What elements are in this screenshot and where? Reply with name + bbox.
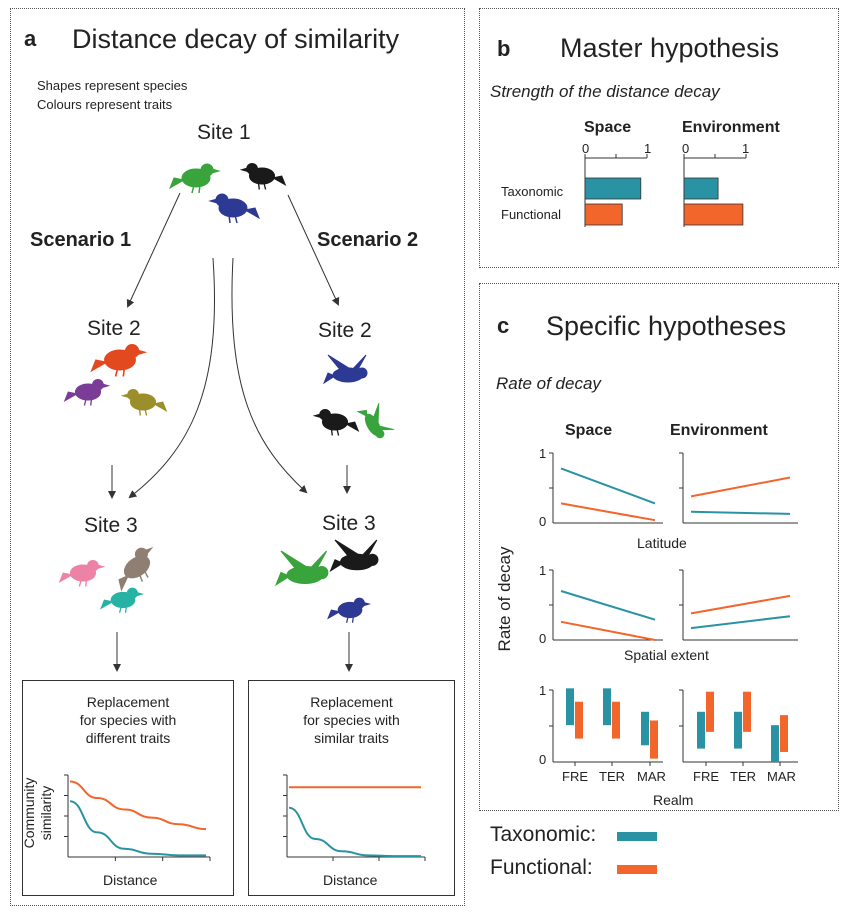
note-shapes: Shapes represent species xyxy=(37,78,188,93)
box1-xlabel: Distance xyxy=(103,872,158,888)
c-realm-space-fre: FRE xyxy=(562,769,588,784)
c-lat-env-functional-line xyxy=(690,476,791,498)
c-realm-env-mar-functional-bar xyxy=(780,715,788,752)
box1-chart-functional-line xyxy=(69,780,207,831)
c-lat-env-taxonomic-line xyxy=(690,510,791,515)
c-realm-env-fre-taxonomic-bar xyxy=(697,711,705,749)
c-realm-env-ter-functional-bar xyxy=(743,691,751,732)
c-ext-env-functional-line xyxy=(690,594,791,615)
scenario2-label: Scenario 2 xyxy=(317,229,419,251)
site1-label: Site 1 xyxy=(197,121,251,144)
note-colours: Colours represent traits xyxy=(37,97,173,112)
scenario1-label: Scenario 1 xyxy=(30,229,132,251)
b-space-functional-bar xyxy=(584,203,623,226)
c-realm-space-ter: TER xyxy=(599,769,625,784)
c-xlabel-extent: Spatial extent xyxy=(624,647,709,663)
c-row1-tick0: 0 xyxy=(539,514,547,529)
panel-a xyxy=(10,8,465,906)
c-row2-tick0: 0 xyxy=(539,631,547,646)
c-realm-env-ter-taxonomic-bar xyxy=(734,711,742,749)
panel-b-title: Master hypothesis xyxy=(560,33,780,63)
site2-left-label: Site 2 xyxy=(87,317,141,340)
panel-a-title: Distance decay of similarity xyxy=(72,24,400,54)
panel-b-env-tick1: 1 xyxy=(742,141,750,156)
site3-right-label: Site 3 xyxy=(322,512,376,535)
c-realm-env-mar-taxonomic-bar xyxy=(771,725,779,762)
c-realm-env-mar: MAR xyxy=(767,769,796,784)
box1-title-2: for species with xyxy=(79,712,177,728)
c-row2-tick1: 1 xyxy=(539,563,547,578)
site3-left-label: Site 3 xyxy=(84,514,138,537)
c-realm-space-ter-functional-bar xyxy=(612,701,620,739)
panel-b-row-tax: Taxonomic xyxy=(501,184,564,199)
box1-title-3: different traits xyxy=(85,730,171,746)
c-realm-env-ter: TER xyxy=(730,769,756,784)
legend-functional-swatch xyxy=(617,865,657,874)
scenario2-result-box xyxy=(248,680,455,896)
panel-b-subtitle: Strength of the distance decay xyxy=(490,82,720,101)
panel-c-letter: c xyxy=(497,313,510,338)
arrow-site1-to-site3-left xyxy=(128,257,215,499)
c-row3-tick1: 1 xyxy=(539,683,547,698)
panel-b-space-tick1: 1 xyxy=(644,141,652,156)
panel-b-letter: b xyxy=(497,36,511,61)
panel-c-col-env: Environment xyxy=(670,422,768,439)
panel-b-env-tick0: 0 xyxy=(682,141,690,156)
box2-title-3: similar traits xyxy=(314,730,389,746)
panel-b-col-space: Space xyxy=(584,119,632,136)
b-env-taxonomic-bar xyxy=(683,177,719,200)
panel-b-row-fun: Functional xyxy=(501,207,561,222)
box2-xlabel: Distance xyxy=(323,872,378,888)
panel-b-space-tick0: 0 xyxy=(582,141,590,156)
panel-a-letter: a xyxy=(24,26,37,51)
legend-taxonomic-label: Taxonomic: xyxy=(490,823,597,846)
panel-c-title: Specific hypotheses xyxy=(546,311,787,341)
c-xlabel-latitude: Latitude xyxy=(637,535,687,551)
arrow-site1-to-site2-left xyxy=(126,192,181,308)
panel-c xyxy=(479,283,839,811)
c-row1-tick1: 1 xyxy=(539,446,547,461)
box2-title-2: for species with xyxy=(303,712,400,728)
c-realm-space-fre-functional-bar xyxy=(575,701,583,739)
c-row3-tick0: 0 xyxy=(539,752,547,767)
c-ext-env-taxonomic-line xyxy=(690,615,791,630)
arrow-site1-to-site3-right xyxy=(231,257,308,494)
box1-title-1: Replacement xyxy=(86,694,170,710)
c-ext-space-functional-line xyxy=(560,620,656,641)
c-lat-space-taxonomic-line xyxy=(560,467,656,505)
c-ext-space-taxonomic-line xyxy=(560,590,656,621)
arrow-site1-to-site2-right xyxy=(287,194,340,306)
c-lat-space-functional-line xyxy=(560,502,656,522)
box2-title-1: Replacement xyxy=(310,694,393,710)
c-realm-space-fre-taxonomic-bar xyxy=(566,688,574,726)
c-realm-space-mar-taxonomic-bar xyxy=(641,711,649,746)
b-env-functional-bar xyxy=(683,203,744,226)
panel-b xyxy=(479,8,839,268)
scenario1-result-box xyxy=(22,680,234,896)
box2-chart-taxonomic-line xyxy=(288,806,421,858)
panel-b-col-env: Environment xyxy=(682,119,780,136)
legend-functional-label: Functional: xyxy=(490,856,593,879)
c-realm-space-mar: MAR xyxy=(637,769,666,784)
legend-taxonomic-swatch xyxy=(617,832,657,841)
c-realm-space-ter-taxonomic-bar xyxy=(603,688,611,726)
panel-c-col-space: Space xyxy=(565,422,613,439)
b-space-taxonomic-bar xyxy=(584,177,642,200)
site2-right-label: Site 2 xyxy=(318,319,372,342)
c-realm-env-fre-functional-bar xyxy=(706,691,714,732)
c-realm-env-fre: FRE xyxy=(693,769,719,784)
c-xlabel-realm: Realm xyxy=(653,792,694,808)
panel-c-subtitle: Rate of decay xyxy=(496,374,601,393)
c-realm-space-mar-functional-bar xyxy=(650,720,658,759)
box1-chart-taxonomic-line xyxy=(69,800,206,857)
